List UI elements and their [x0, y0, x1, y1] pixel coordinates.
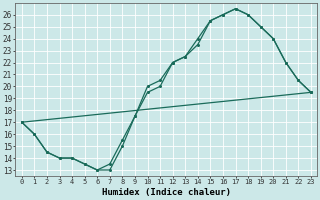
- X-axis label: Humidex (Indice chaleur): Humidex (Indice chaleur): [102, 188, 231, 197]
